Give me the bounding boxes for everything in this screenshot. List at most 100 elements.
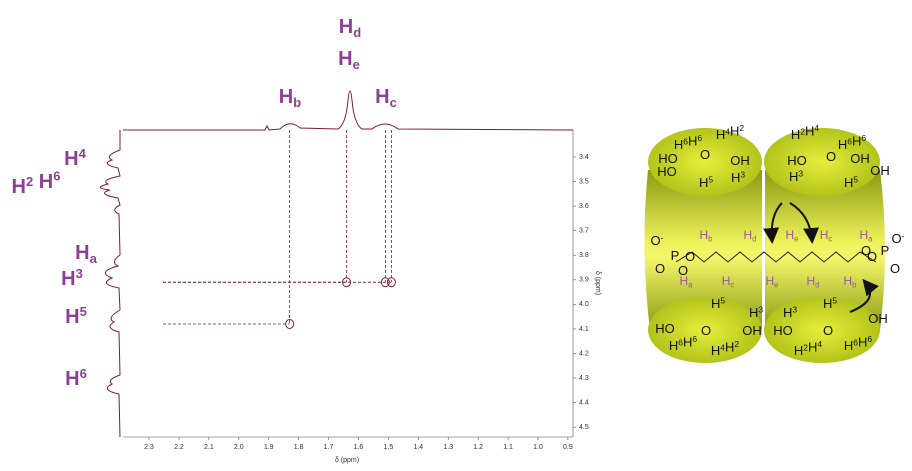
label: Ha	[859, 228, 873, 243]
label-base: O	[890, 261, 900, 276]
label-sup: -	[902, 231, 905, 241]
left-projection	[100, 130, 121, 438]
label-base: O	[651, 233, 661, 248]
cross-peak	[386, 277, 396, 288]
label: Hc	[722, 274, 735, 289]
label-sup: 4	[720, 343, 725, 353]
x-tick-label: 2.3	[144, 444, 154, 451]
label: H6H6	[669, 334, 697, 353]
label-base: H	[722, 274, 731, 288]
label-base: O	[678, 263, 688, 278]
label-sup: 2	[739, 123, 744, 133]
y-tick-label: 3.9	[579, 277, 589, 284]
label: He	[765, 274, 778, 289]
label: O	[685, 249, 695, 264]
label: OH	[868, 311, 888, 326]
y-tick-label: 4.4	[579, 399, 589, 406]
label-base: HO	[655, 321, 675, 336]
label: H3	[789, 169, 803, 185]
x-tick-label: 1.6	[354, 444, 364, 451]
label-sup: 5	[853, 175, 858, 185]
label-base: OH	[868, 311, 888, 326]
label-base: OH	[850, 151, 870, 166]
label: O	[823, 323, 833, 338]
label: H3	[783, 305, 797, 321]
label-base: P	[671, 248, 680, 263]
label-sup: 6	[861, 133, 866, 143]
label: H5	[844, 175, 858, 191]
label-sup: 3	[792, 305, 797, 315]
label-sub: a	[688, 281, 693, 290]
x-tick-label: 2.2	[174, 444, 184, 451]
label-sub: d	[752, 235, 756, 244]
label-base: H	[852, 134, 861, 149]
label-base: H	[679, 274, 688, 288]
x-tick-label: 2.0	[234, 444, 244, 451]
label: H5	[711, 296, 725, 312]
y-tick-label: 3.7	[579, 228, 589, 235]
label: Hd	[743, 228, 756, 243]
label: H6	[65, 366, 87, 390]
label-base: H	[338, 48, 352, 70]
label-base: H	[12, 176, 26, 198]
y-tick-label: 4.0	[579, 301, 589, 308]
label: H6H6	[674, 133, 702, 152]
label-base: HO	[657, 164, 677, 179]
label: O	[867, 249, 877, 264]
x-tick-label: 0.9	[563, 444, 573, 451]
label: O	[700, 147, 710, 162]
label-sub: d	[815, 281, 819, 290]
cross-peak	[285, 319, 295, 330]
guide-line	[163, 130, 291, 325]
label-sup: 6	[697, 133, 702, 143]
label-base: H	[65, 306, 79, 328]
label-base: H	[33, 171, 53, 193]
label-sup: 6	[683, 137, 688, 147]
label-base: O	[823, 323, 833, 338]
label: Ha	[679, 274, 693, 289]
x-tick-label: 1.4	[413, 444, 423, 451]
label-sup: 5	[832, 296, 837, 306]
guide-line	[163, 130, 347, 283]
label-base: OH	[730, 153, 750, 168]
label-base: H	[725, 340, 734, 355]
label-base: H	[716, 127, 725, 142]
label-base: H	[75, 242, 89, 264]
label-base: H	[808, 340, 817, 355]
label-base: H	[859, 228, 868, 242]
x-tick-label: 1.2	[473, 444, 483, 451]
label: Hb	[843, 274, 857, 289]
label-base: H	[749, 305, 758, 320]
guide-line	[163, 130, 386, 283]
label: Hd	[806, 274, 819, 289]
label: O-	[892, 231, 905, 247]
label-base: OH	[742, 323, 762, 338]
label-sub: b	[852, 281, 857, 290]
label-sub: a	[868, 235, 873, 244]
label-base: HO	[658, 151, 678, 166]
label: H4H2	[716, 123, 744, 142]
label-sub: b	[293, 95, 301, 110]
label-sub: d	[353, 25, 361, 40]
x-tick-label: 1.0	[533, 444, 543, 451]
label: H5	[699, 175, 713, 191]
label-sup: 5	[720, 296, 725, 306]
x-axis-label: δ (ppm)	[335, 457, 359, 464]
label: O	[655, 261, 665, 276]
label-base: H	[731, 170, 740, 185]
y-tick-label: 4.5	[579, 424, 589, 431]
label-sup: 3	[798, 169, 803, 179]
label-sup: 2	[800, 127, 805, 137]
label: H5	[823, 296, 837, 312]
label: Hb	[699, 228, 713, 243]
label: P	[671, 248, 680, 263]
label-base: H	[61, 268, 75, 290]
label: He	[338, 48, 360, 72]
label-base: H	[279, 86, 293, 108]
label-base: H	[699, 228, 708, 242]
label: O	[890, 261, 900, 276]
y-tick-label: 3.4	[579, 154, 589, 161]
label-base: HO	[773, 323, 793, 338]
label-base: H	[823, 296, 832, 311]
